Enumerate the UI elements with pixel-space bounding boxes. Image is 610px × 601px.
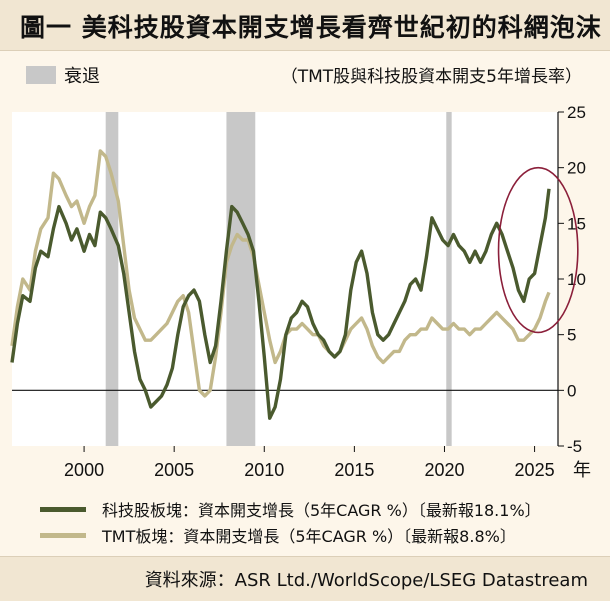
legend-item-tmt: TMT板塊：資本開支增長（5年CAGR %）〔最新報8.8%〕: [40, 522, 541, 548]
y-tick-label-10: 10: [567, 270, 586, 289]
legend-item-tech: 科技股板塊：資本開支增長（5年CAGR %）〔最新報18.1%〕: [40, 496, 541, 522]
series-legend: 科技股板塊：資本開支增長（5年CAGR %）〔最新報18.1%〕 TMT板塊：資…: [40, 496, 541, 548]
recession-band-1: [226, 112, 256, 446]
legend-label-tmt: TMT板塊：資本開支增長（5年CAGR %）〔最新報8.8%〕: [102, 527, 516, 546]
recession-band-2: [446, 112, 452, 446]
x-tick-label-2020: 2020: [424, 460, 464, 480]
legend-swatch-tmt: [40, 532, 86, 538]
chart-subtitle: （TMT股與科技股資本開支5年增長率）: [280, 67, 582, 87]
x-axis-unit-label: 年: [573, 460, 591, 480]
title-bar: 圖一 美科技股資本開支增長看齊世紀初的科網泡沫: [0, 0, 610, 51]
x-tick-label-2010: 2010: [244, 460, 284, 480]
source-bar: 資料來源：ASR Ltd./WorldScope/LSEG Datastream: [0, 556, 610, 601]
recession-swatch: [26, 66, 56, 84]
recession-label: 衰退: [64, 66, 100, 87]
y-tick-label-5: 5: [567, 326, 576, 345]
highlight-ellipse: [497, 166, 579, 334]
legend-swatch-tech: [40, 506, 86, 512]
source-note: 資料來源：ASR Ltd./WorldScope/LSEG Datastream: [144, 570, 588, 591]
y-tick-label--5: -5: [567, 437, 582, 456]
series-line-tech: [10, 188, 551, 420]
y-tick-label-20: 20: [567, 159, 586, 178]
y-tick-label-25: 25: [567, 103, 586, 122]
x-tick-label-2025: 2025: [515, 460, 555, 480]
recession-legend: 衰退: [26, 62, 100, 88]
x-tick-label-2015: 2015: [334, 460, 374, 480]
y-tick-label-0: 0: [567, 381, 576, 400]
x-tick-label-2000: 2000: [64, 460, 104, 480]
x-tick-label-2005: 2005: [154, 460, 194, 480]
plot-area: [12, 112, 558, 446]
chart-title: 圖一 美科技股資本開支增長看齊世紀初的科網泡沫: [20, 13, 602, 42]
legend-label-tech: 科技股板塊：資本開支增長（5年CAGR %）〔最新報18.1%〕: [102, 501, 541, 520]
